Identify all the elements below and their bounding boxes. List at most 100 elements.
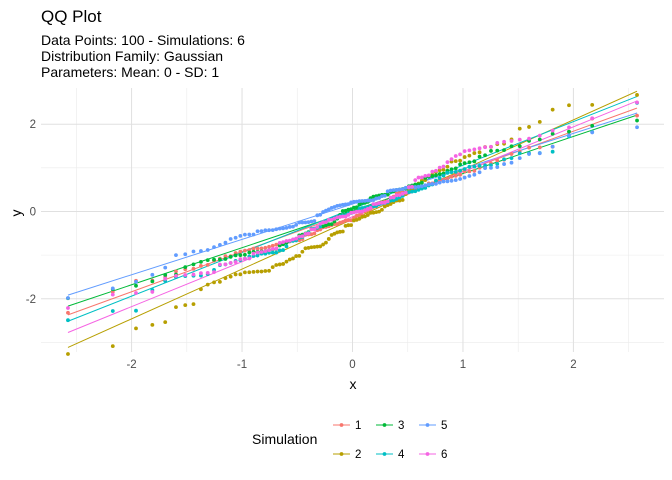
data-point-sim-5: [297, 220, 302, 225]
data-point-sim-3: [458, 162, 463, 167]
chart-title-group: QQ Plot Data Points: 100 - Simulations: …: [41, 7, 245, 80]
data-point-sim-5: [472, 172, 477, 177]
data-point-sim-2: [368, 210, 373, 215]
data-point-sim-6: [270, 246, 275, 251]
data-point-sim-6: [394, 193, 399, 198]
data-point-sim-5: [426, 182, 431, 187]
data-point-sim-4: [394, 197, 399, 201]
data-point-sim-1: [635, 113, 639, 118]
data-point-sim-2: [212, 280, 216, 285]
data-point-sim-4: [477, 163, 482, 168]
data-point-sim-6: [183, 273, 188, 277]
data-point-sim-6: [458, 152, 463, 157]
data-point-sim-5: [66, 296, 70, 300]
data-point-sim-2: [218, 279, 222, 284]
data-point-sim-5: [394, 188, 399, 192]
data-point-sim-6: [306, 231, 311, 236]
data-point-sim-5: [318, 212, 323, 217]
data-point-sim-4: [502, 157, 506, 162]
data-point-sim-5: [467, 174, 472, 178]
data-point-sim-6: [430, 169, 435, 174]
data-point-sim-6: [191, 272, 196, 277]
data-point-sim-4: [434, 178, 438, 183]
data-point-sim-6: [413, 178, 418, 183]
data-point-sim-6: [590, 116, 595, 121]
data-point-sim-5: [343, 202, 348, 207]
data-point-sim-4: [445, 170, 450, 175]
data-point-sim-3: [233, 253, 238, 258]
data-point-sim-2: [338, 229, 342, 234]
data-point-sim-6: [397, 193, 402, 198]
data-point-sim-4: [472, 164, 477, 169]
data-point-sim-5: [205, 248, 210, 252]
data-point-sim-6: [134, 291, 138, 295]
data-point-sim-2: [284, 259, 289, 264]
data-point-sim-2: [346, 223, 351, 228]
data-point-sim-4: [413, 189, 418, 194]
data-point-sim-5: [441, 179, 446, 184]
data-point-sim-6: [462, 149, 467, 154]
data-point-sim-4: [274, 250, 279, 255]
data-point-sim-5: [228, 237, 233, 241]
y-tick-label: 0: [30, 206, 36, 218]
data-point-sim-5: [150, 272, 155, 277]
data-point-sim-5: [183, 252, 188, 257]
data-point-sim-6: [255, 250, 260, 255]
data-point-sim-5: [259, 229, 264, 234]
data-point-sim-1: [174, 269, 178, 274]
data-point-sim-4: [406, 190, 411, 195]
x-tick-label: 0: [349, 359, 355, 371]
data-point-sim-2: [291, 256, 295, 261]
data-point-sim-2: [315, 244, 320, 249]
data-point-sim-6: [388, 195, 393, 200]
data-point-sim-5: [255, 229, 260, 234]
data-point-sim-1: [312, 231, 317, 236]
data-point-sim-5: [550, 144, 555, 149]
data-point-sim-2: [110, 344, 115, 349]
data-point-sim-2: [183, 303, 188, 308]
data-point-sim-6: [300, 234, 305, 239]
data-point-sim-5: [413, 185, 418, 189]
data-point-sim-1: [458, 172, 463, 177]
data-point-sim-6: [284, 239, 289, 243]
data-point-sim-1: [335, 222, 340, 226]
data-point-sim-6: [382, 200, 387, 205]
data-point-sim-6: [251, 251, 256, 256]
reference-line-sim-5: [67, 112, 638, 296]
data-point-sim-4: [467, 164, 472, 169]
data-point-sim-6: [291, 237, 295, 242]
data-point-sim-3: [434, 173, 438, 178]
data-point-sim-3: [449, 167, 454, 172]
data-point-sim-6: [453, 154, 458, 158]
data-point-sim-6: [477, 146, 482, 151]
data-point-sim-5: [509, 160, 514, 165]
data-point-sim-5: [483, 166, 487, 171]
data-point-sim-6: [294, 236, 299, 241]
data-point-sim-2: [274, 263, 279, 267]
data-point-sim-5: [371, 198, 376, 202]
data-point-sim-6: [150, 290, 155, 294]
data-point-sim-4: [66, 318, 70, 323]
data-point-sim-6: [277, 241, 282, 245]
data-point-sim-4: [489, 163, 493, 168]
data-point-sim-3: [329, 222, 334, 227]
data-point-sim-2: [324, 240, 328, 245]
legend-item-sim-6: 6: [419, 449, 447, 461]
data-point-sim-2: [205, 282, 210, 287]
data-point-sim-3: [199, 260, 203, 264]
data-point-sim-3: [477, 154, 482, 159]
data-point-sim-1: [509, 152, 514, 156]
data-point-sim-6: [423, 173, 428, 178]
data-point-sim-2: [223, 276, 228, 281]
data-point-sim-6: [509, 139, 514, 143]
data-point-sim-1: [255, 246, 260, 251]
data-point-sim-3: [191, 262, 196, 267]
data-point-sim-3: [489, 149, 493, 153]
data-point-sim-5: [251, 232, 256, 237]
data-point-sim-3: [247, 250, 252, 255]
legend-item-sim-3: 3: [376, 420, 404, 432]
data-point-sim-1: [199, 264, 203, 268]
data-point-sim-5: [449, 178, 454, 183]
data-point-sim-4: [462, 167, 467, 171]
data-point-sim-2: [472, 151, 477, 155]
